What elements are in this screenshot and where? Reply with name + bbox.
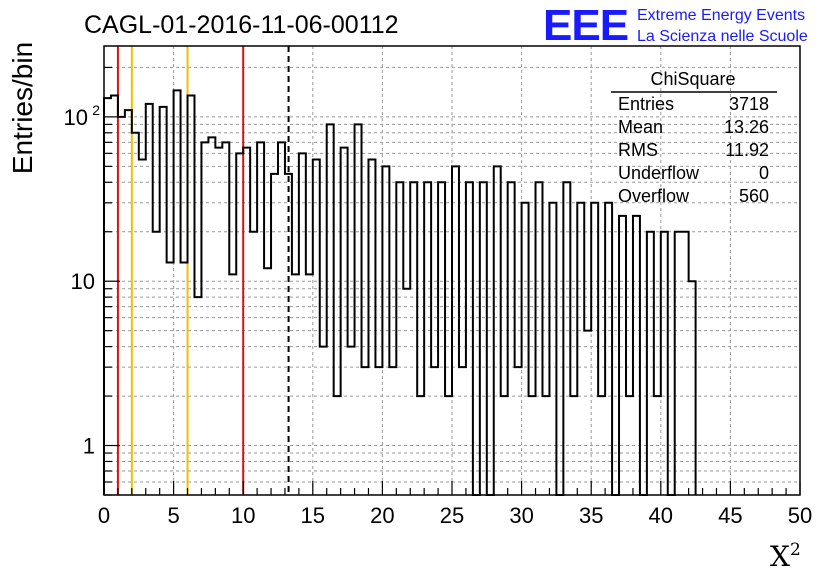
x-tick-label: 35 xyxy=(579,503,603,528)
x-tick-label: 30 xyxy=(509,503,533,528)
stats-row-label: Overflow xyxy=(618,186,690,206)
stats-rows: Entries 3718 Mean 13.26 RMS 11.92 Underflow 0 Ov… xyxy=(618,94,769,206)
axis-ticks xyxy=(103,66,801,496)
x-tick-label: 45 xyxy=(718,503,742,528)
x-tick-label: 50 xyxy=(788,503,812,528)
y-tick-label: 10 xyxy=(71,269,95,294)
stats-box: ChiSquare Entries 3718 Mean 13.26 RMS 11.92 Un… xyxy=(611,69,777,206)
brand-logo: EEE xyxy=(543,1,628,50)
x-tick-label: 40 xyxy=(649,503,673,528)
x-tick-label: 20 xyxy=(370,503,394,528)
stats-row-label: Mean xyxy=(618,117,663,137)
chart-title: CAGL-01-2016-11-06-00112 xyxy=(84,11,399,39)
x-axis-label-base: X xyxy=(770,540,790,572)
y-tick-label-exponent: 2 xyxy=(92,102,100,118)
x-tick-label: 5 xyxy=(167,503,179,528)
x-tick-labels: 0 5 10 15 20 25 30 35 40 45 50 xyxy=(98,503,812,528)
brand-line-1: Extreme Energy Events xyxy=(637,7,805,24)
histogram-series xyxy=(103,89,697,496)
x-axis-label: X2 xyxy=(770,540,801,572)
stats-row-label: RMS xyxy=(618,140,658,160)
stats-row-value: 560 xyxy=(739,186,769,206)
stats-row-value: 13.26 xyxy=(724,117,769,137)
stats-title: ChiSquare xyxy=(650,69,735,89)
stats-row-label: Underflow xyxy=(618,163,700,183)
x-tick-label: 10 xyxy=(231,503,255,528)
stats-row-value: 0 xyxy=(759,163,769,183)
y-axis-label: Entries/bin xyxy=(7,42,38,174)
x-tick-label: 25 xyxy=(440,503,464,528)
x-tick-label: 0 xyxy=(98,503,110,528)
x-axis-label-superscript: 2 xyxy=(790,540,801,560)
stats-row-value: 3718 xyxy=(729,94,769,114)
x-tick-label: 15 xyxy=(301,503,325,528)
stats-row-value: 11.92 xyxy=(725,140,769,160)
y-tick-label: 1 xyxy=(83,434,95,459)
reference-lines xyxy=(116,46,290,495)
y-tick-label: 10 xyxy=(64,105,88,130)
brand-line-2: La Scienza nelle Scuole xyxy=(637,28,808,45)
stats-row-label: Entries xyxy=(618,94,674,114)
